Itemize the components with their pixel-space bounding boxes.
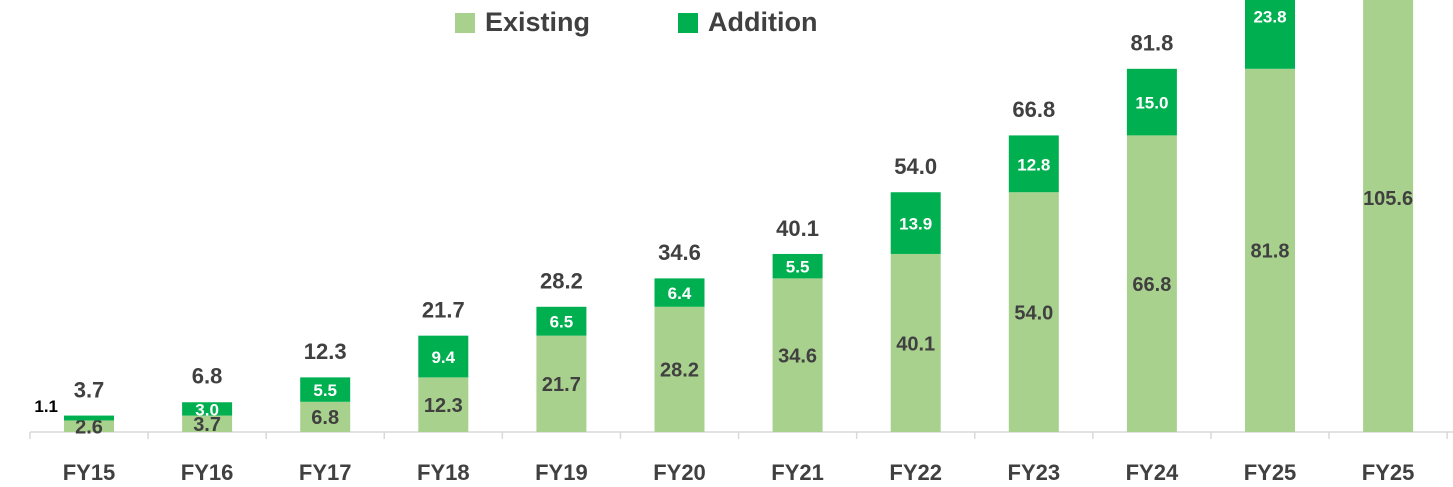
x-tick-label: FY16 <box>181 460 234 485</box>
value-label: 5.5 <box>313 381 337 400</box>
x-tick-label: FY19 <box>535 460 588 485</box>
legend-swatch <box>678 13 698 33</box>
value-label: 6.5 <box>550 313 574 332</box>
bar-segment <box>772 253 823 279</box>
value-label: 3.0 <box>195 400 219 419</box>
bar-segment <box>772 278 823 432</box>
value-label: 23.8 <box>1253 7 1286 26</box>
bar-segment <box>1008 135 1059 193</box>
x-tick-label: FY15 <box>63 460 116 485</box>
total-label: 3.7 <box>74 377 105 402</box>
x-tick-label: FY18 <box>417 460 470 485</box>
bar-segment <box>1363 0 1414 433</box>
bar-segment <box>300 377 351 402</box>
value-label: 40.1 <box>896 333 935 355</box>
value-label: 2.6 <box>75 417 103 439</box>
bar-segment <box>182 415 233 432</box>
x-tick-label: FY22 <box>889 460 942 485</box>
value-label: 13.9 <box>899 215 932 234</box>
x-tick-label: FY21 <box>771 460 824 485</box>
value-label: 54.0 <box>1014 302 1053 324</box>
value-label: 5.5 <box>786 258 810 277</box>
bar-segment <box>1008 192 1059 432</box>
value-label: 15.0 <box>1135 94 1168 113</box>
bar-segment <box>1245 68 1295 433</box>
value-label: 105.6 <box>1363 188 1413 210</box>
legend-swatch <box>455 13 475 33</box>
bar-segment <box>64 420 114 432</box>
total-label: 28.2 <box>540 269 583 294</box>
bar-segment <box>654 306 705 432</box>
value-label: 9.4 <box>431 348 455 367</box>
total-label: 6.8 <box>192 364 223 389</box>
bar-segment <box>1245 0 1295 69</box>
bar-segment <box>64 415 114 421</box>
bar-segment <box>418 335 469 378</box>
bar-segment <box>654 278 705 307</box>
value-label: 12.8 <box>1017 155 1050 174</box>
value-label: 21.7 <box>542 374 581 396</box>
total-label: 12.3 <box>304 339 347 364</box>
x-tick-label: FY25 <box>1244 460 1297 485</box>
total-label: 81.8 <box>1130 31 1173 56</box>
bar-segment <box>890 253 941 432</box>
legend-label: Existing <box>485 7 590 37</box>
value-label: 1.1 <box>34 397 58 416</box>
total-label: 66.8 <box>1012 97 1055 122</box>
value-label: 28.2 <box>660 360 699 382</box>
total-label: 21.7 <box>422 297 465 322</box>
value-label: 6.4 <box>668 284 692 303</box>
bar-segment <box>536 335 587 432</box>
x-tick-label: FY17 <box>299 460 352 485</box>
value-label: 3.7 <box>193 414 221 436</box>
bar-segment <box>418 377 469 432</box>
bar-segment <box>182 402 233 416</box>
legend-label: Addition <box>708 7 817 37</box>
x-tick-label: FY23 <box>1008 460 1061 485</box>
bar-segment <box>536 306 587 336</box>
x-tick-label: FY25 <box>1362 460 1415 485</box>
value-label: 81.8 <box>1251 241 1290 263</box>
bar-segment <box>1126 135 1177 432</box>
value-label: 12.3 <box>424 395 463 417</box>
x-tick-label: FY20 <box>653 460 706 485</box>
total-label: 40.1 <box>776 216 819 241</box>
total-label: 34.6 <box>658 240 701 265</box>
bar-segment <box>890 192 941 254</box>
x-tick-label: FY24 <box>1126 460 1179 485</box>
value-label: 6.8 <box>311 407 339 429</box>
bar-segment <box>300 401 351 432</box>
value-label: 34.6 <box>778 345 817 367</box>
total-label: 54.0 <box>894 154 937 179</box>
value-label: 66.8 <box>1132 274 1171 296</box>
bar-segment <box>1126 68 1177 136</box>
